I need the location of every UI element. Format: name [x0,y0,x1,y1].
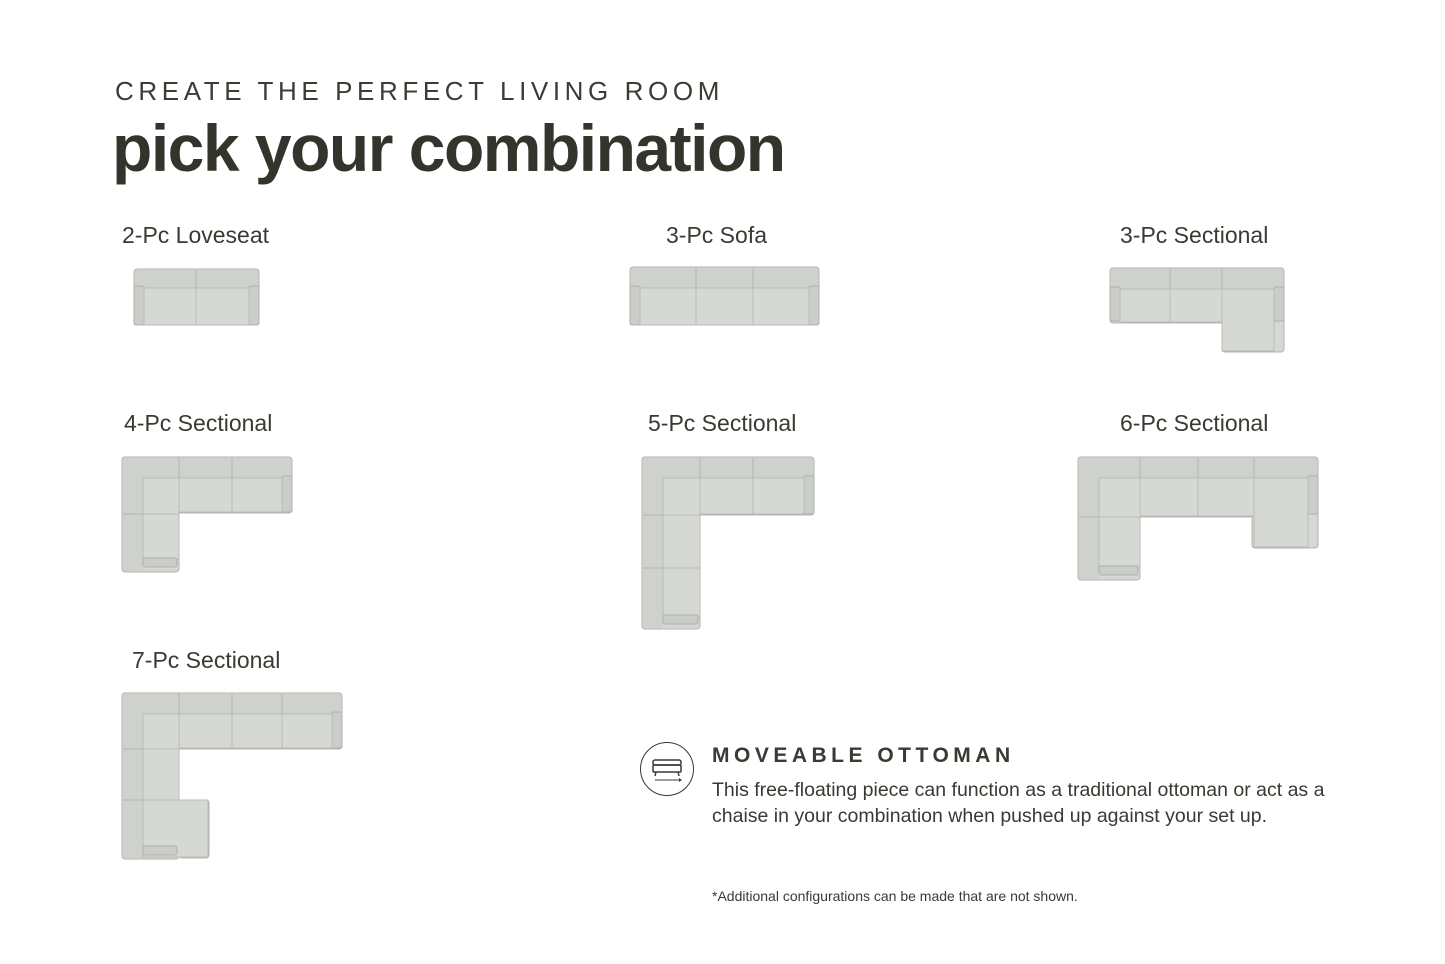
config-label-3pc-sofa: 3-Pc Sofa [666,222,767,248]
l-sectional-chaise-icon[interactable] [120,692,346,862]
l-sectional-icon[interactable] [640,456,818,632]
config-label-7pc-sectional: 7-Pc Sectional [132,647,281,673]
config-label-4pc-sectional: 4-Pc Sectional [124,410,273,436]
loveseat-icon[interactable] [132,268,262,328]
feature-title: MOVEABLE OTTOMAN [712,744,1015,767]
l-sectional-icon[interactable] [120,456,296,576]
feature-description: This free-floating piece can function as… [712,779,1325,827]
page-title: pick your combination [112,111,786,185]
ottoman-icon [640,742,694,796]
sectional-chaise-icon[interactable] [1108,267,1288,355]
config-label-3pc-sectional: 3-Pc Sectional [1120,222,1269,248]
config-label-5pc-sectional: 5-Pc Sectional [648,410,797,436]
footnote: *Additional configurations can be made t… [712,888,1078,904]
sofa-icon[interactable] [628,266,822,328]
eyebrow-heading: CREATE THE PERFECT LIVING ROOM [115,76,724,106]
config-label-6pc-sectional: 6-Pc Sectional [1120,410,1269,436]
u-sectional-icon[interactable] [1076,456,1322,584]
config-label-2pc-loveseat: 2-Pc Loveseat [122,222,270,248]
